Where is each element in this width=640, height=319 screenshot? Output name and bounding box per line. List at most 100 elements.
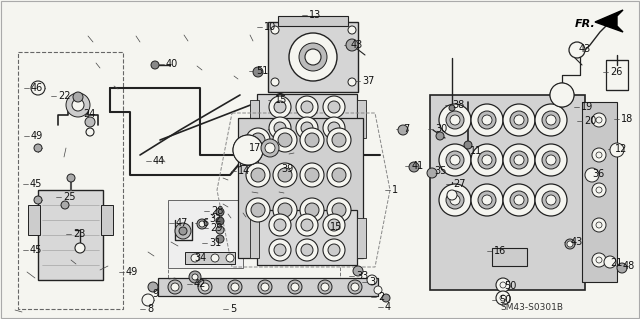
Circle shape	[585, 168, 599, 182]
Circle shape	[447, 190, 457, 200]
Text: 7: 7	[403, 124, 409, 134]
Circle shape	[596, 187, 602, 193]
Circle shape	[269, 96, 291, 118]
Circle shape	[542, 111, 560, 129]
Circle shape	[348, 280, 362, 294]
Text: 24: 24	[83, 109, 95, 119]
Circle shape	[327, 128, 351, 152]
Text: 17: 17	[249, 143, 261, 153]
Text: 36: 36	[592, 169, 604, 179]
Circle shape	[261, 139, 279, 157]
Bar	[250, 218, 259, 258]
Text: 45: 45	[30, 179, 42, 189]
Circle shape	[274, 219, 286, 231]
Circle shape	[305, 203, 319, 217]
Text: 27: 27	[453, 179, 465, 189]
Circle shape	[34, 144, 42, 152]
Circle shape	[328, 122, 340, 134]
Circle shape	[514, 155, 524, 165]
Text: 28: 28	[211, 206, 223, 216]
Circle shape	[367, 275, 377, 285]
Circle shape	[332, 168, 346, 182]
Circle shape	[478, 111, 496, 129]
Circle shape	[542, 151, 560, 169]
Circle shape	[535, 144, 567, 176]
Circle shape	[471, 184, 503, 216]
Circle shape	[273, 128, 297, 152]
Circle shape	[510, 151, 528, 169]
Circle shape	[436, 132, 444, 140]
Circle shape	[296, 96, 318, 118]
Text: SM43-S0301B: SM43-S0301B	[500, 303, 563, 313]
Circle shape	[496, 278, 510, 292]
Circle shape	[346, 39, 358, 51]
Circle shape	[535, 104, 567, 136]
Circle shape	[301, 101, 313, 113]
Text: 42: 42	[194, 279, 206, 289]
Circle shape	[450, 155, 460, 165]
Bar	[101, 205, 113, 235]
Circle shape	[240, 142, 256, 158]
Circle shape	[439, 144, 471, 176]
Circle shape	[171, 283, 179, 291]
Text: 50: 50	[504, 281, 516, 291]
Bar	[28, 205, 40, 235]
Circle shape	[301, 122, 313, 134]
Circle shape	[503, 184, 535, 216]
Text: 38: 38	[452, 100, 464, 110]
Text: 37: 37	[362, 76, 374, 86]
Circle shape	[61, 201, 69, 209]
Circle shape	[228, 280, 242, 294]
Text: 39: 39	[281, 164, 293, 174]
Text: 21: 21	[610, 258, 622, 268]
Bar	[357, 100, 366, 138]
Circle shape	[348, 26, 356, 34]
Circle shape	[288, 280, 302, 294]
Circle shape	[201, 283, 209, 291]
Text: 41: 41	[412, 161, 424, 171]
Circle shape	[216, 208, 224, 216]
Circle shape	[296, 117, 318, 139]
Circle shape	[296, 239, 318, 261]
Circle shape	[274, 122, 286, 134]
Circle shape	[246, 198, 270, 222]
Circle shape	[596, 152, 602, 158]
Circle shape	[291, 283, 299, 291]
Circle shape	[31, 81, 45, 95]
Circle shape	[318, 280, 332, 294]
Circle shape	[226, 254, 234, 262]
Circle shape	[471, 144, 503, 176]
Text: 26: 26	[610, 67, 622, 77]
Bar	[430, 95, 585, 290]
Circle shape	[85, 117, 95, 127]
Text: 1: 1	[392, 185, 398, 195]
Circle shape	[328, 101, 340, 113]
Circle shape	[556, 89, 568, 101]
Circle shape	[216, 235, 224, 243]
Circle shape	[251, 133, 265, 147]
Text: 22: 22	[58, 91, 70, 101]
Circle shape	[546, 195, 556, 205]
Text: 13: 13	[309, 10, 321, 20]
Text: 50: 50	[499, 295, 511, 305]
Bar	[185, 252, 235, 264]
Bar	[238, 118, 363, 258]
Circle shape	[446, 111, 464, 129]
Circle shape	[151, 61, 159, 69]
Circle shape	[323, 117, 345, 139]
Circle shape	[278, 168, 292, 182]
Bar	[250, 100, 259, 138]
Circle shape	[179, 227, 187, 235]
Circle shape	[550, 83, 574, 107]
Circle shape	[168, 280, 182, 294]
Text: 8: 8	[147, 304, 153, 314]
Text: 32: 32	[209, 214, 221, 224]
Circle shape	[192, 274, 198, 280]
Circle shape	[265, 143, 275, 153]
Circle shape	[278, 133, 292, 147]
Circle shape	[596, 117, 602, 123]
Text: 46: 46	[31, 83, 44, 93]
Circle shape	[274, 101, 286, 113]
Circle shape	[569, 42, 585, 58]
Circle shape	[596, 257, 602, 263]
